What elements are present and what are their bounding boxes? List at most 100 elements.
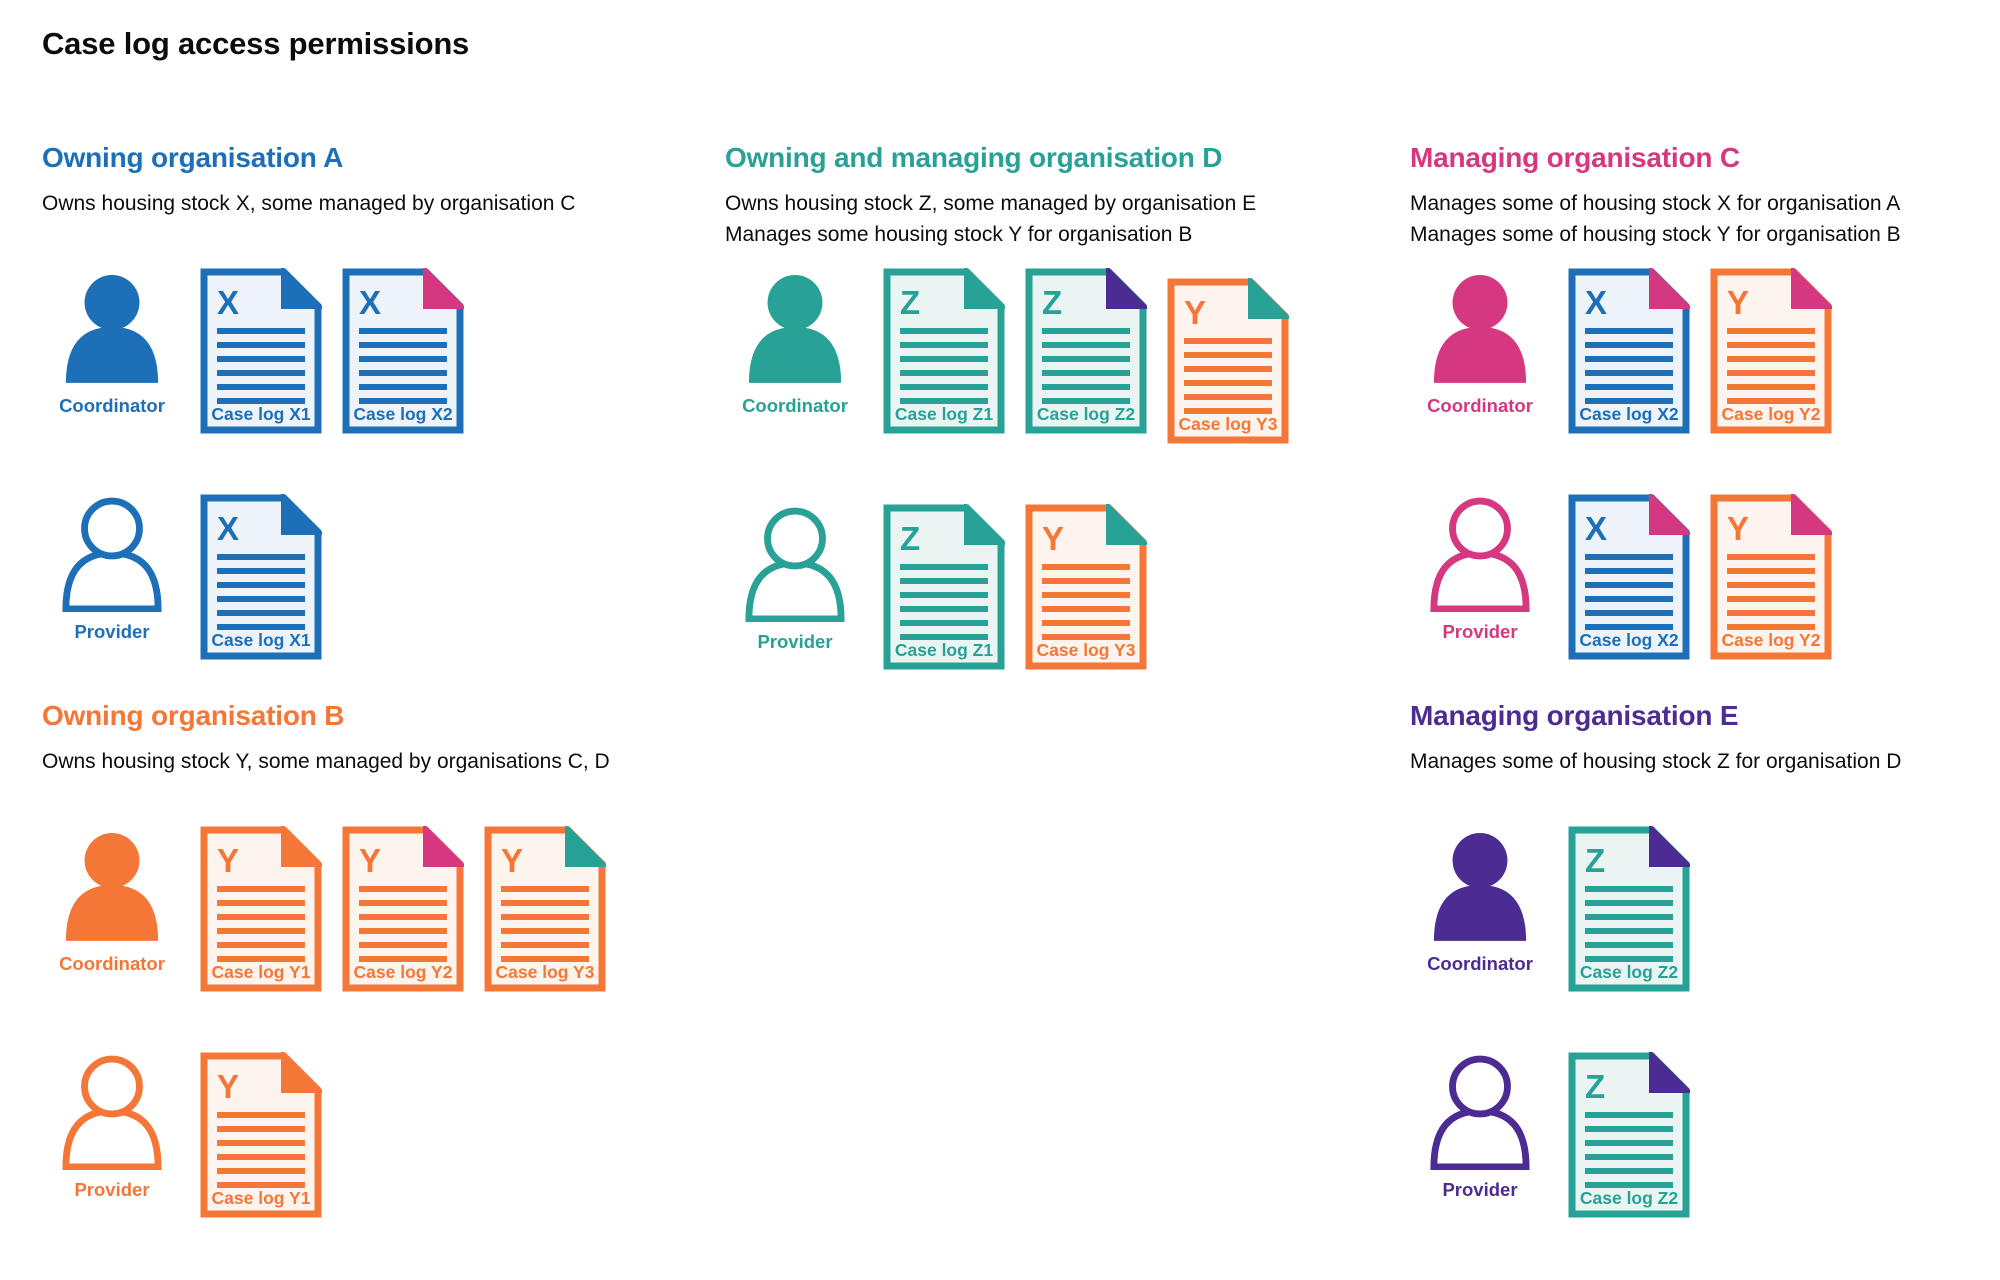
case-log-document: Z Case log Z2: [1568, 1048, 1694, 1218]
section-description: Manages some housing stock Y for organis…: [725, 223, 1193, 246]
provider-persona: Provider: [1410, 1054, 1550, 1201]
svg-text:Case log X2: Case log X2: [1579, 404, 1678, 424]
provider-icon: [62, 497, 162, 612]
person-label: Provider: [1442, 1179, 1518, 1200]
documents: Z Case log Z1 Y Case log Y3: [883, 500, 1151, 670]
case-log-document: Y Case log Y2: [1710, 264, 1836, 434]
svg-text:Case log Y3: Case log Y3: [496, 962, 595, 982]
svg-text:Z: Z: [1042, 284, 1062, 321]
coordinator-persona: Coordinator: [1410, 270, 1550, 417]
permission-rows: Coordinator X Case log X2: [1410, 264, 1995, 660]
person-label: Provider: [757, 631, 833, 652]
coordinator-icon: [748, 275, 842, 383]
coordinator-persona: Coordinator: [1410, 828, 1550, 975]
document-icon: Z Case log Z1: [883, 264, 1009, 434]
person-label: Coordinator: [59, 953, 165, 974]
case-log-document: X Case log X1: [200, 264, 326, 434]
section-description: Manages some of housing stock Z for orga…: [1410, 750, 1902, 773]
case-log-document: X Case log X2: [1568, 264, 1694, 434]
svg-text:X: X: [359, 284, 381, 321]
section-managing-organisation-e: Managing organisation E Manages some of …: [1410, 698, 1995, 1278]
svg-text:Y: Y: [1727, 510, 1749, 547]
provider-persona: Provider: [1410, 496, 1550, 643]
provider-persona: Provider: [42, 1054, 182, 1201]
svg-text:X: X: [1585, 284, 1607, 321]
svg-text:X: X: [217, 510, 239, 547]
person-label: Coordinator: [742, 395, 848, 416]
documents: X Case log X1 X Case log X2: [200, 264, 468, 434]
document-icon: Y Case log Y1: [200, 822, 326, 992]
documents: Z Case log Z2: [1568, 1048, 1694, 1218]
section-description: Owns housing stock Z, some managed by or…: [725, 192, 1257, 215]
document-icon: X Case log X1: [200, 490, 326, 660]
document-icon: Y Case log Y3: [1025, 500, 1151, 670]
svg-text:Y: Y: [217, 1068, 239, 1105]
coordinator-row: Coordinator Z Case log Z1: [725, 264, 1365, 444]
svg-text:Y: Y: [217, 842, 239, 879]
svg-text:X: X: [1585, 510, 1607, 547]
documents: Z Case log Z1 Z Case log Z2: [883, 264, 1293, 444]
permission-rows: Coordinator X Case log X1: [42, 264, 682, 660]
documents: Z Case log Z2: [1568, 822, 1694, 992]
svg-text:Case log Z2: Case log Z2: [1580, 1188, 1678, 1208]
document-icon: X Case log X1: [200, 264, 326, 434]
svg-text:Z: Z: [900, 520, 920, 557]
provider-icon: [745, 507, 845, 622]
section-managing-organisation-c: Managing organisation C Manages some of …: [1410, 140, 1995, 720]
case-log-document: Z Case log Z1: [883, 500, 1009, 670]
provider-icon: [1430, 497, 1530, 612]
case-log-document: X Case log X2: [1568, 490, 1694, 660]
svg-text:Y: Y: [1184, 294, 1206, 331]
svg-text:Case log X1: Case log X1: [211, 404, 310, 424]
svg-text:Y: Y: [1727, 284, 1749, 321]
svg-text:Case log X2: Case log X2: [353, 404, 452, 424]
document-icon: X Case log X2: [1568, 490, 1694, 660]
coordinator-row: Coordinator Y Case log Y1: [42, 822, 682, 992]
person-label: Coordinator: [1427, 395, 1533, 416]
svg-text:Case log Z1: Case log Z1: [895, 404, 993, 424]
svg-text:Case log Y1: Case log Y1: [212, 1188, 311, 1208]
coordinator-icon: [65, 275, 159, 383]
svg-text:Y: Y: [501, 842, 523, 879]
documents: X Case log X2 Y Case log Y2: [1568, 490, 1836, 660]
person-label: Provider: [74, 1179, 150, 1200]
provider-persona: Provider: [725, 506, 865, 653]
case-log-document: Y Case log Y1: [200, 822, 326, 992]
svg-text:Case log Y1: Case log Y1: [212, 962, 311, 982]
permission-rows: Coordinator Z Case log Z2: [1410, 822, 1995, 1218]
documents: X Case log X1: [200, 490, 326, 660]
document-icon: Z Case log Z2: [1568, 1048, 1694, 1218]
person-label: Provider: [74, 621, 150, 642]
case-log-document: Y Case log Y3: [1167, 274, 1293, 444]
svg-text:Y: Y: [359, 842, 381, 879]
document-icon: X Case log X2: [1568, 264, 1694, 434]
svg-text:Case log Z2: Case log Z2: [1580, 962, 1678, 982]
section-owning-organisation-a: Owning organisation A Owns housing stock…: [42, 140, 682, 720]
document-icon: Y Case log Y1: [200, 1048, 326, 1218]
svg-text:Case log Y2: Case log Y2: [1722, 630, 1821, 650]
svg-text:Case log Y2: Case log Y2: [354, 962, 453, 982]
section-description: Owns housing stock Y, some managed by or…: [42, 750, 610, 773]
case-log-document: Y Case log Y3: [1025, 500, 1151, 670]
coordinator-row: Coordinator Z Case log Z2: [1410, 822, 1995, 992]
case-log-document: Z Case log Z1: [883, 264, 1009, 444]
document-icon: Z Case log Z2: [1025, 264, 1151, 434]
svg-text:Z: Z: [1585, 1068, 1605, 1105]
provider-row: Provider Y Case log Y1: [42, 1048, 682, 1218]
coordinator-icon: [65, 833, 159, 941]
svg-text:Case log Z1: Case log Z1: [895, 640, 993, 660]
coordinator-row: Coordinator X Case log X1: [42, 264, 682, 434]
coordinator-persona: Coordinator: [42, 270, 182, 417]
section-description: Owns housing stock X, some managed by or…: [42, 192, 576, 215]
case-log-document: Y Case log Y3: [484, 822, 610, 992]
provider-row: Provider X Case log X2 Y: [1410, 490, 1995, 660]
svg-text:Y: Y: [1042, 520, 1064, 557]
case-log-document: Y Case log Y2: [342, 822, 468, 992]
document-icon: Y Case log Y2: [1710, 490, 1836, 660]
case-log-document: X Case log X2: [342, 264, 468, 434]
person-label: Coordinator: [1427, 953, 1533, 974]
coordinator-row: Coordinator X Case log X2: [1410, 264, 1995, 434]
svg-text:Case log X1: Case log X1: [211, 630, 310, 650]
svg-text:Case log Z2: Case log Z2: [1037, 404, 1135, 424]
svg-text:Case log X2: Case log X2: [1579, 630, 1678, 650]
